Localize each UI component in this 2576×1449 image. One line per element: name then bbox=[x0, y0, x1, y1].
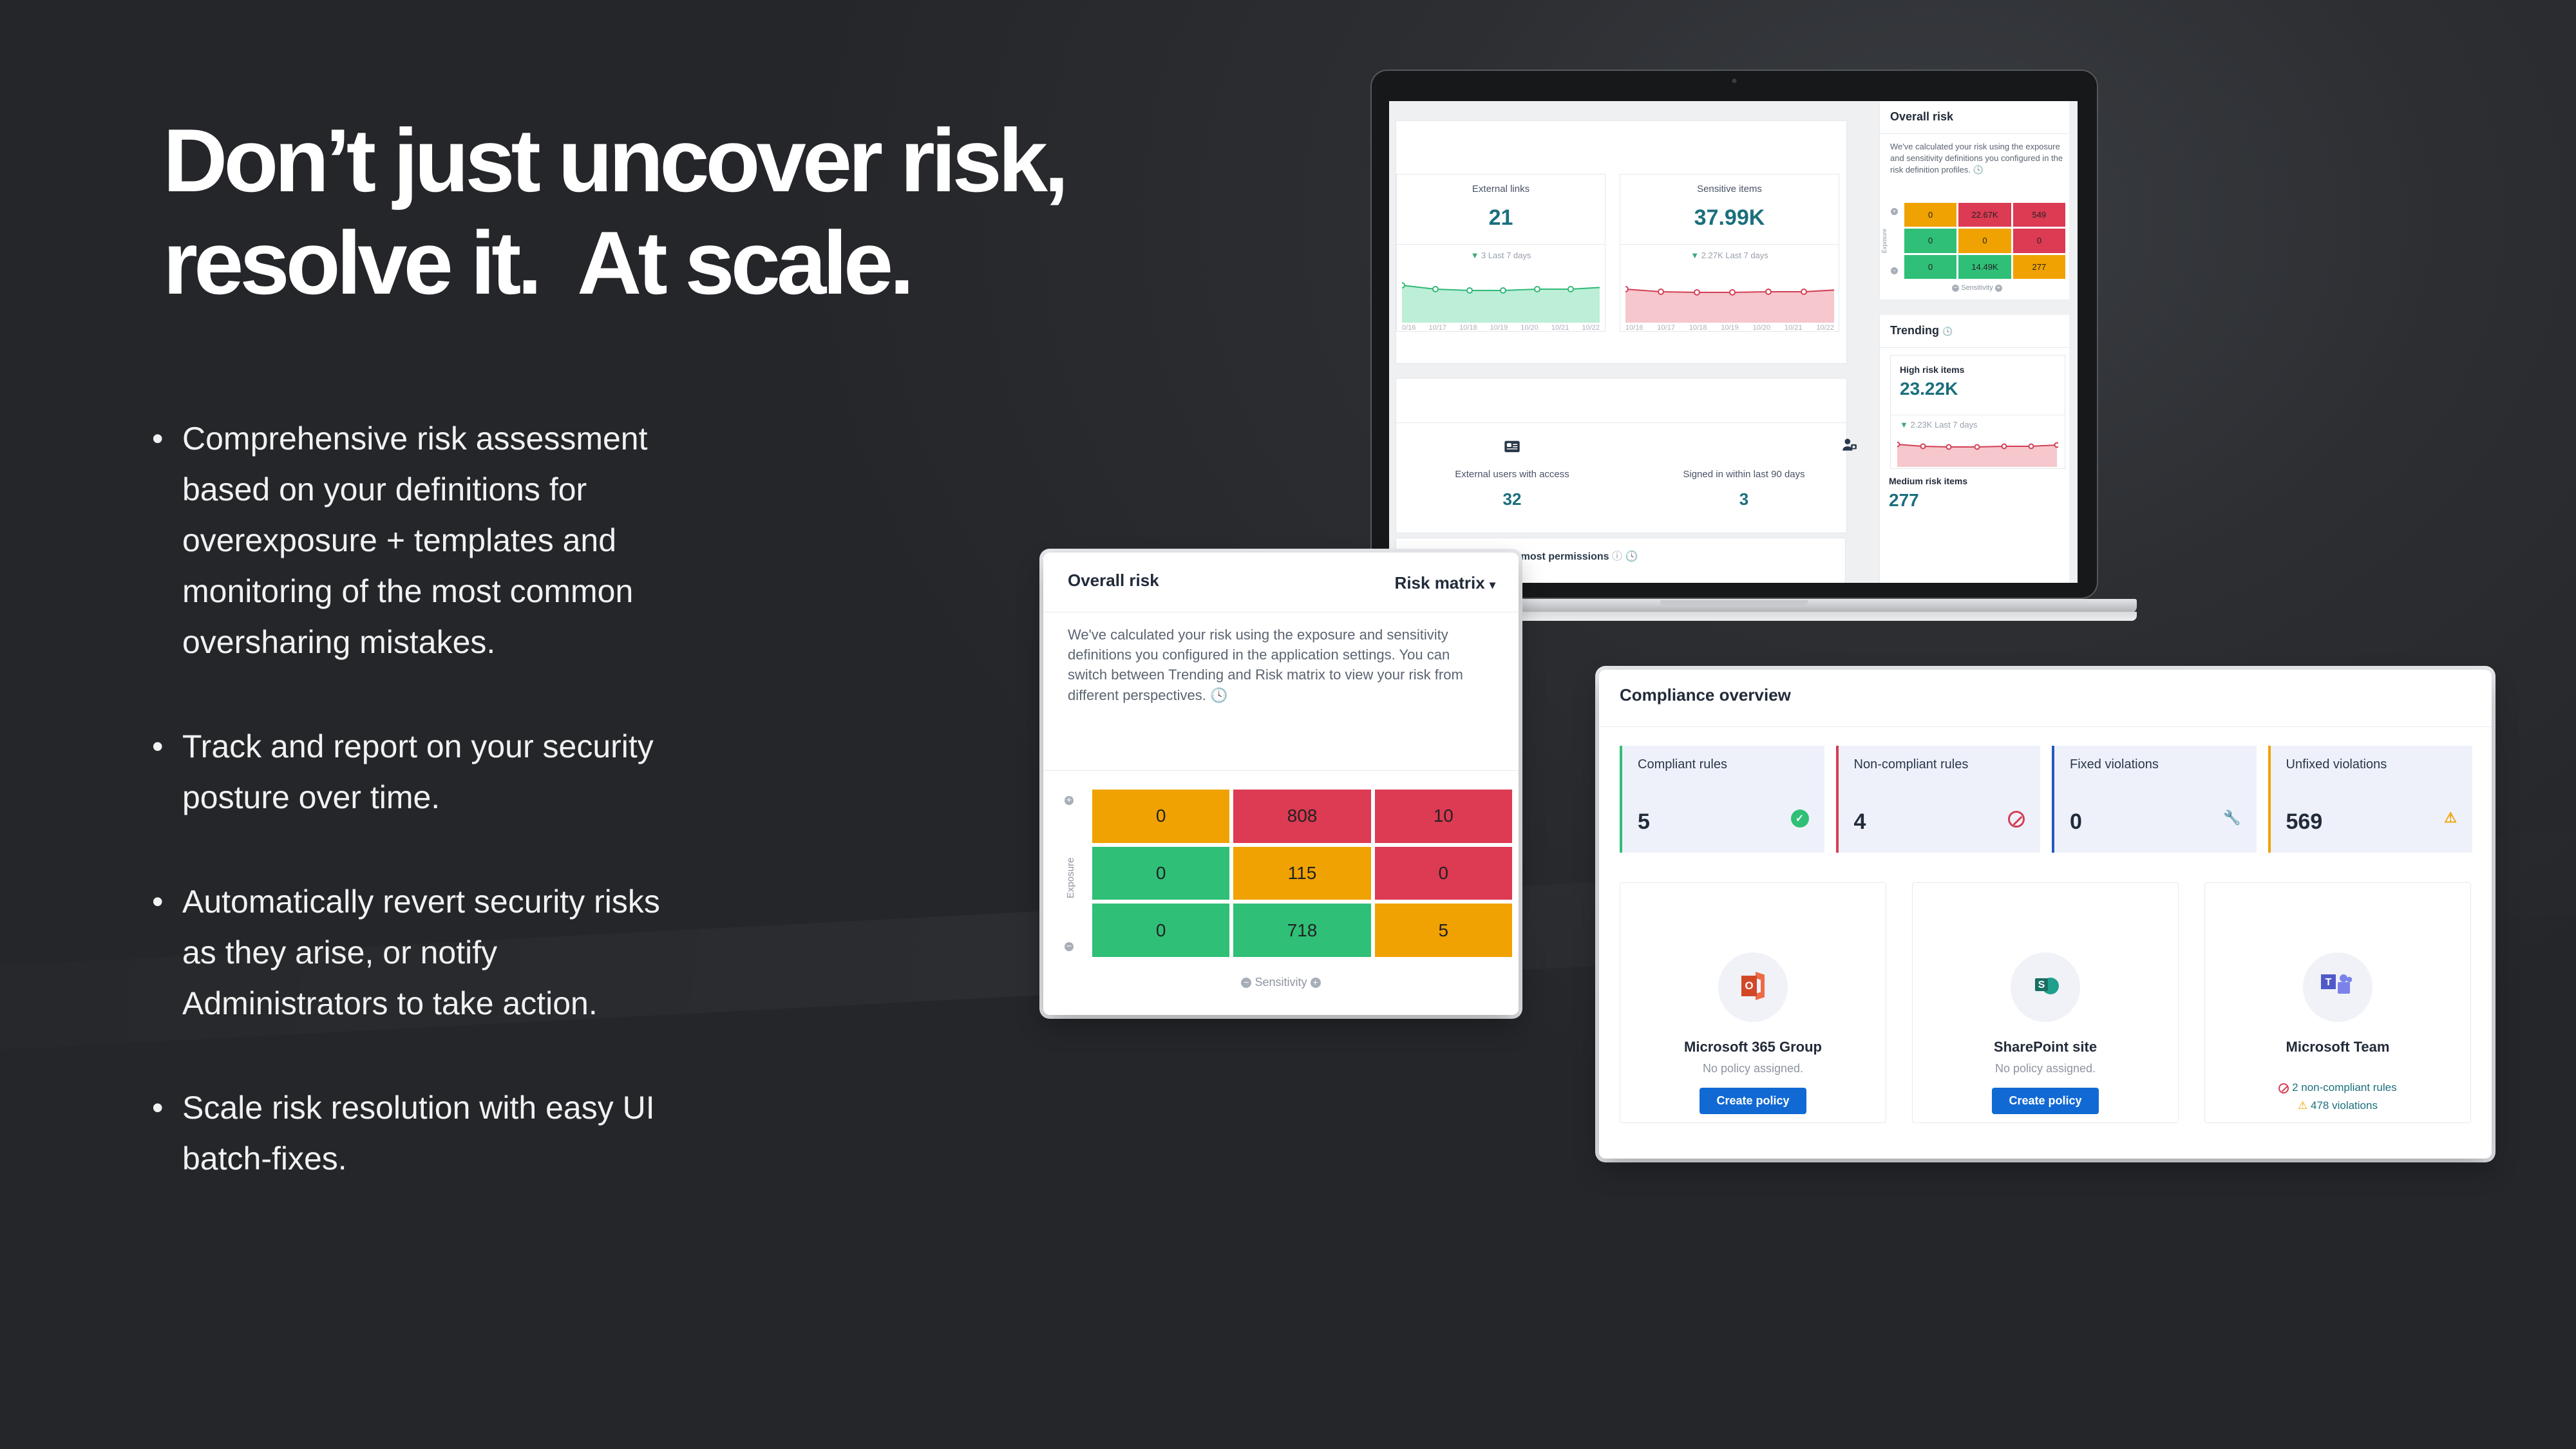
svg-text:T: T bbox=[2325, 977, 2332, 988]
svg-text:S: S bbox=[2038, 980, 2045, 990]
svg-text:O: O bbox=[1745, 980, 1753, 992]
